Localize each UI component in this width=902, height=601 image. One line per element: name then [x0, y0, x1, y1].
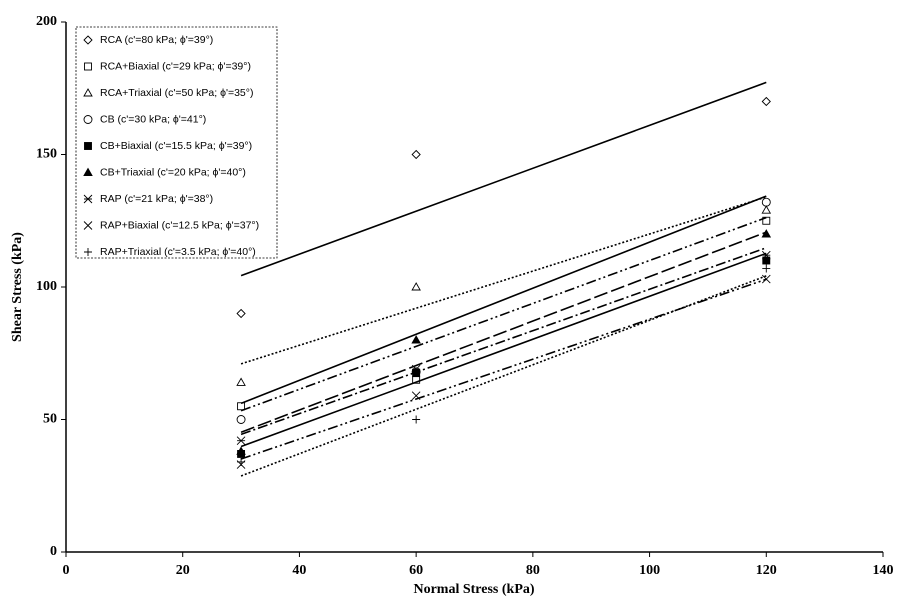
legend-item: RCA (c'=80 kPa; ϕ'=39°) — [84, 34, 213, 46]
fit-line — [241, 82, 766, 275]
point — [237, 437, 245, 445]
y-tick-label: 150 — [36, 147, 57, 162]
legend-marker — [85, 143, 92, 150]
x-tick-label: 80 — [526, 563, 540, 578]
point — [412, 416, 420, 424]
legend-label: RAP (c'=21 kPa; ϕ'=38°) — [100, 193, 213, 205]
point — [238, 403, 245, 410]
fit-line — [241, 196, 766, 403]
point — [237, 416, 245, 424]
y-tick-label: 200 — [36, 14, 57, 29]
legend-item: CB+Triaxial (c'=20 kPa; ϕ'=40°) — [84, 166, 246, 178]
legend-label: RCA (c'=80 kPa; ϕ'=39°) — [100, 34, 213, 46]
point — [762, 206, 770, 213]
legend-item: RCA+Triaxial (c'=50 kPa; ϕ'=35°) — [84, 87, 253, 99]
fit-line — [241, 276, 766, 476]
fit-line — [241, 253, 766, 446]
legend-label: RCA+Biaxial (c'=29 kPa; ϕ'=39°) — [100, 60, 251, 72]
fit-line — [241, 232, 766, 432]
point — [237, 378, 245, 385]
point — [237, 458, 245, 466]
legend-label: CB (c'=30 kPa; ϕ'=41°) — [100, 113, 206, 125]
x-tick-label: 60 — [409, 563, 423, 578]
y-tick-label: 0 — [50, 544, 57, 559]
x-tick-label: 40 — [292, 563, 306, 578]
point — [412, 283, 420, 290]
point — [237, 310, 245, 318]
x-tick-label: 100 — [639, 563, 660, 578]
legend-item: CB (c'=30 kPa; ϕ'=41°) — [84, 113, 206, 125]
y-tick-label: 50 — [43, 412, 57, 427]
legend-item: RCA+Biaxial (c'=29 kPa; ϕ'=39°) — [85, 60, 251, 72]
point — [412, 151, 420, 159]
legend-label: RAP+Biaxial (c'=12.5 kPa; ϕ'=37°) — [100, 219, 259, 231]
x-tick-label: 120 — [756, 563, 777, 578]
y-axis-label: Shear Stress (kPa) — [10, 232, 25, 342]
legend-item: RAP (c'=21 kPa; ϕ'=38°) — [84, 193, 213, 205]
legend-label: RAP+Triaxial (c'=3.5 kPa; ϕ'=40°) — [100, 246, 256, 258]
legend-label: CB+Triaxial (c'=20 kPa; ϕ'=40°) — [100, 166, 246, 178]
fit-line — [241, 248, 766, 435]
x-axis-label: Normal Stress (kPa) — [413, 582, 534, 597]
x-tick-label: 0 — [63, 563, 70, 578]
x-tick-label: 140 — [873, 563, 894, 578]
legend-item: CB+Biaxial (c'=15.5 kPa; ϕ'=39°) — [85, 140, 253, 152]
point — [762, 264, 770, 272]
legend-item: RAP+Triaxial (c'=3.5 kPa; ϕ'=40°) — [84, 246, 256, 258]
legend-label: RCA+Triaxial (c'=50 kPa; ϕ'=35°) — [100, 87, 253, 99]
x-tick-label: 20 — [176, 563, 190, 578]
y-tick-label: 100 — [36, 279, 57, 294]
legend-item: RAP+Biaxial (c'=12.5 kPa; ϕ'=37°) — [84, 219, 259, 231]
point — [762, 98, 770, 106]
point — [762, 198, 770, 206]
legend-label: CB+Biaxial (c'=15.5 kPa; ϕ'=39°) — [100, 140, 252, 152]
chart: Normal Stress (kPa) Shear Stress (kPa) 0… — [0, 0, 902, 601]
point — [412, 336, 420, 343]
fit-line — [241, 197, 766, 364]
